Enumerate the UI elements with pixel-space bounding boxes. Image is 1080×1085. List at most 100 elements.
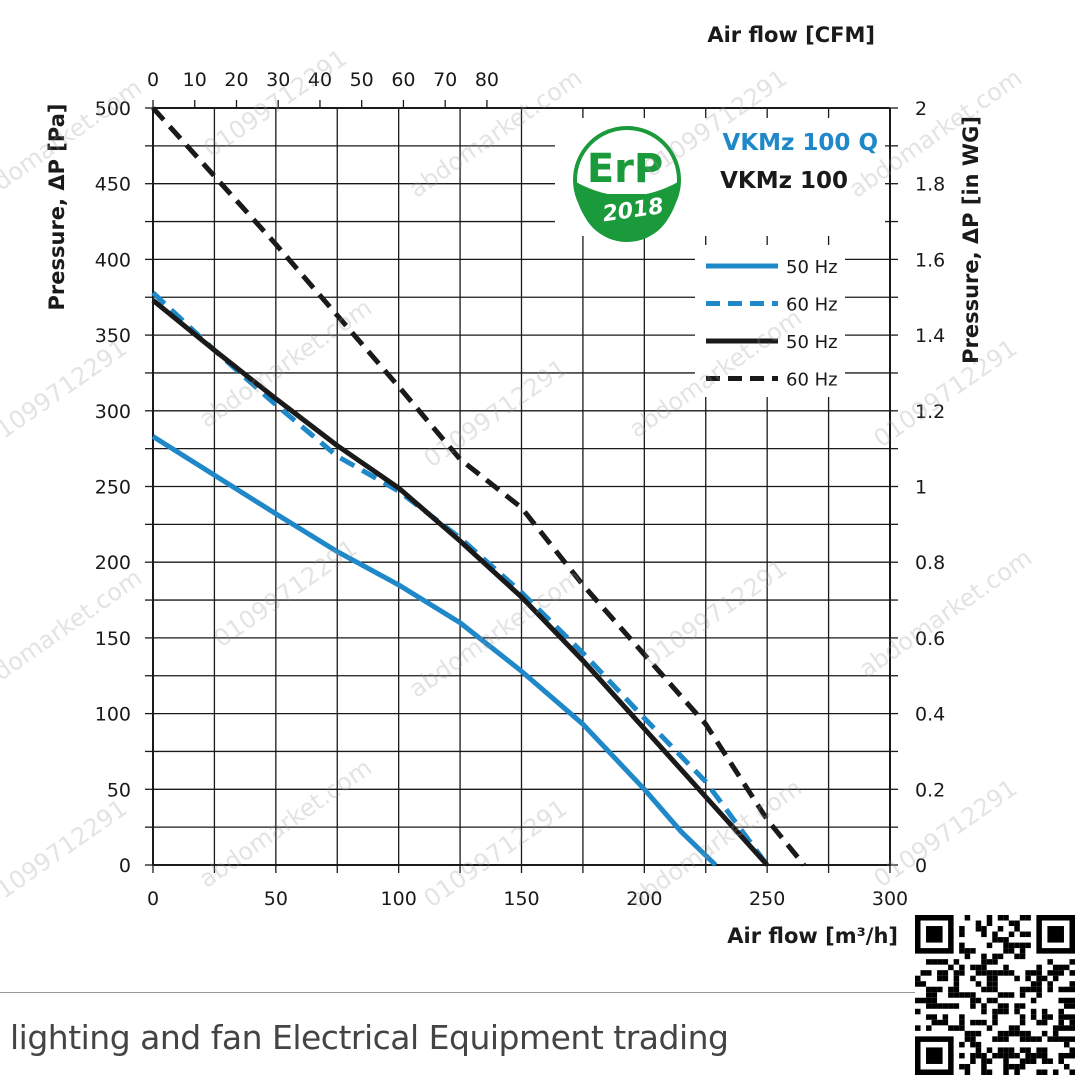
- qr-module: [997, 953, 1004, 960]
- qr-module: [931, 992, 938, 998]
- qr-module: [1058, 1025, 1064, 1031]
- qr-module: [953, 986, 960, 993]
- qr-module: [970, 1041, 976, 1048]
- qr-module: [937, 1003, 943, 1009]
- qr-module: [926, 959, 932, 965]
- qr-module: [953, 959, 960, 965]
- qr-module: [1003, 1008, 1009, 1015]
- qr-module: [931, 997, 938, 1004]
- qr-module: [1036, 964, 1042, 971]
- qr-module: [1008, 1047, 1015, 1053]
- qr-module: [981, 1052, 987, 1059]
- qr-module: [986, 970, 993, 976]
- qr-module: [1041, 1058, 1048, 1064]
- qr-module: [959, 1052, 965, 1059]
- x-top-tick-label: 40: [308, 69, 332, 91]
- qr-module: [1003, 992, 1009, 998]
- qr-module: [986, 920, 993, 927]
- qr-module: [959, 1025, 965, 1031]
- legend: 50 Hz 60 Hz 50 Hz 60 Hz: [695, 245, 845, 397]
- qr-module: [1052, 1069, 1059, 1075]
- watermark-text: abdomarket.com: [854, 543, 1037, 683]
- x-bottom-tick-label: 200: [626, 888, 662, 910]
- qr-module: [975, 1052, 982, 1059]
- qr-module: [931, 1014, 938, 1020]
- qr-module: [981, 1058, 987, 1064]
- qr-module: [1008, 1025, 1015, 1031]
- qr-module: [997, 1008, 1004, 1015]
- qr-module: [1003, 915, 1009, 921]
- watermark-text: 01099712291: [419, 794, 573, 913]
- qr-module: [992, 937, 998, 943]
- qr-module: [926, 1014, 932, 1020]
- y-left-tick-label: 150: [95, 628, 131, 650]
- qr-module: [1069, 970, 1075, 976]
- watermark-text: 01099712291: [869, 774, 1023, 893]
- qr-module: [986, 986, 993, 993]
- qr-module: [1019, 986, 1026, 993]
- qr-module: [953, 992, 960, 998]
- y-right-tick-label: 0.8: [915, 552, 945, 574]
- qr-module: [1019, 1003, 1026, 1009]
- qr-module: [926, 992, 932, 998]
- qr-module: [1063, 997, 1070, 1004]
- qr-module: [975, 970, 982, 976]
- qr-module: [1036, 975, 1042, 982]
- qr-module: [926, 986, 932, 993]
- qr-module: [959, 1014, 965, 1020]
- y-left-tick-label: 250: [95, 477, 131, 499]
- qr-module: [953, 981, 960, 987]
- qr-module: [1069, 1014, 1075, 1020]
- qr-module: [970, 948, 976, 954]
- qr-module: [1058, 1058, 1064, 1064]
- qr-module: [975, 1019, 982, 1026]
- qr-module: [981, 986, 987, 993]
- qr-module: [1041, 1030, 1048, 1037]
- y-left-tick-label: 0: [119, 855, 131, 877]
- qr-module: [970, 1003, 976, 1009]
- qr-module: [997, 915, 1004, 921]
- qr-module: [959, 992, 965, 998]
- qr-module: [1019, 1014, 1026, 1020]
- qr-module: [1003, 937, 1009, 943]
- watermarks: abdomarket.com 01099712291 abdomarket.com 0…: [0, 44, 1037, 914]
- qr-finder-core: [926, 926, 943, 943]
- qr-module: [975, 1041, 982, 1048]
- y-left-tick-label: 300: [95, 401, 131, 423]
- qr-module: [1047, 970, 1053, 976]
- qr-module: [992, 931, 998, 938]
- qr-module: [1047, 1036, 1053, 1042]
- qr-module: [1025, 986, 1031, 993]
- qr-module: [1019, 1047, 1026, 1053]
- qr-module: [970, 1019, 976, 1026]
- y-left-tick-label: 50: [107, 779, 131, 801]
- qr-module: [1025, 970, 1031, 976]
- watermark-text: abdomarket.com: [194, 753, 377, 893]
- x-top-tick-label: 70: [433, 69, 457, 91]
- y-left-tick-label: 200: [95, 552, 131, 574]
- y-right-tick-label: 2: [915, 98, 927, 120]
- qr-code: [915, 915, 1075, 1075]
- qr-module: [1063, 986, 1070, 993]
- qr-module: [970, 1058, 976, 1064]
- qr-module: [953, 1025, 960, 1031]
- qr-module: [953, 1003, 960, 1009]
- qr-module: [1041, 975, 1048, 982]
- x-top-tick-label: 10: [183, 69, 207, 91]
- qr-module: [1008, 931, 1015, 938]
- qr-module: [937, 1019, 943, 1026]
- qr-module: [948, 1025, 954, 1031]
- qr-module: [1036, 981, 1042, 987]
- x-top-tick-label: 20: [224, 69, 248, 91]
- qr-module: [1019, 1063, 1026, 1070]
- qr-module: [1030, 1036, 1037, 1042]
- x-top-axis-title: Air flow [CFM]: [707, 23, 875, 47]
- qr-module: [915, 1008, 921, 1015]
- qr-module: [1014, 920, 1020, 927]
- y-right-tick-label: 0: [915, 855, 927, 877]
- qr-module: [986, 915, 993, 921]
- qr-module: [992, 1019, 998, 1026]
- qr-module: [1052, 970, 1059, 976]
- qr-module: [992, 997, 998, 1004]
- qr-module: [986, 942, 993, 949]
